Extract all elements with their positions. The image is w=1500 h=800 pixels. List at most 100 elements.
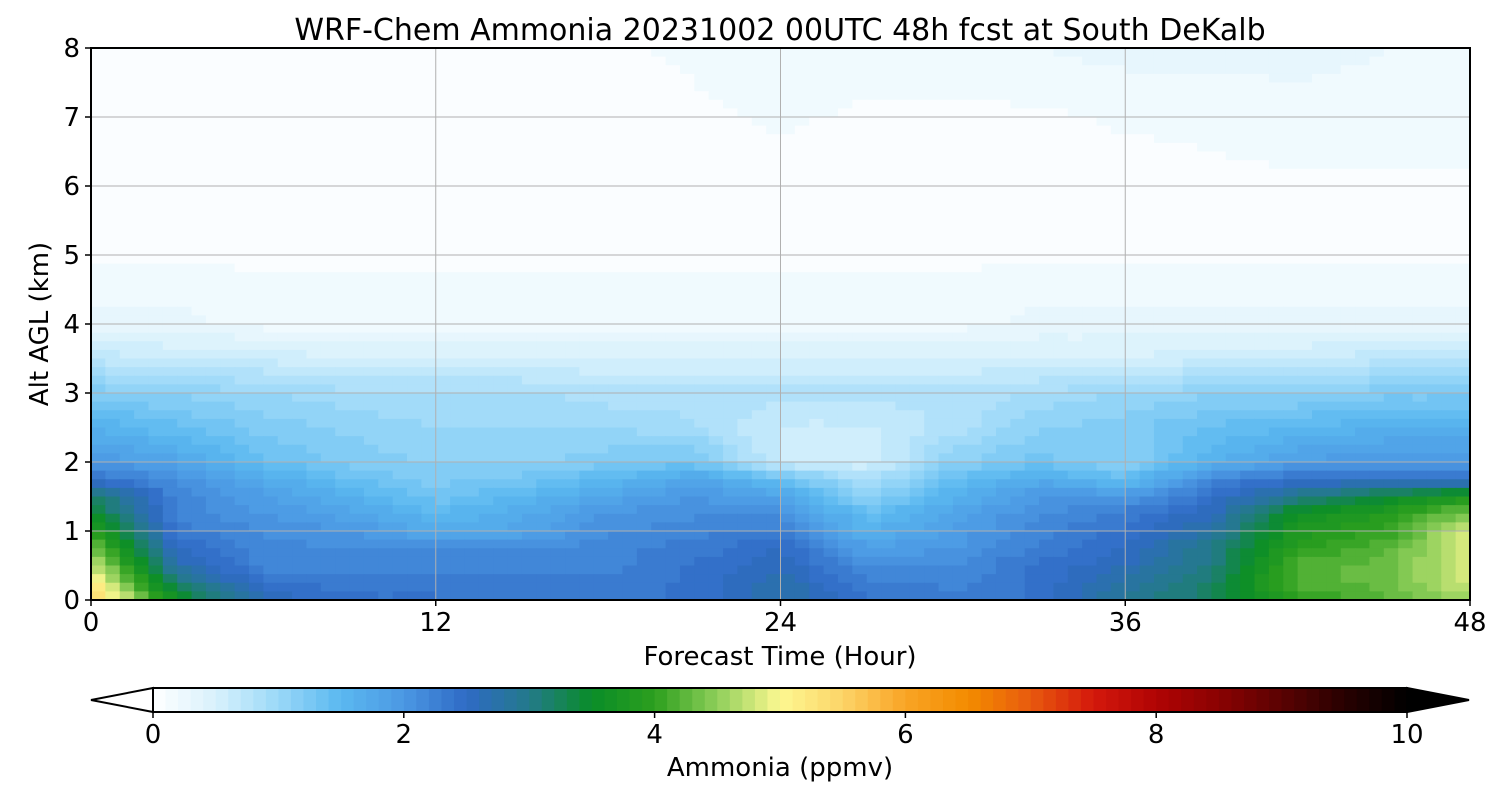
heatmap-cell (550, 99, 566, 109)
heatmap-cell (392, 358, 408, 368)
heatmap-cell (1426, 220, 1442, 230)
heatmap-cell (1383, 186, 1399, 196)
heatmap-cell (507, 436, 523, 446)
heatmap-cell (1441, 315, 1457, 325)
heatmap-cell (1326, 82, 1342, 92)
heatmap-cell (105, 65, 121, 75)
heatmap-cell (450, 117, 466, 127)
heatmap-cell (1254, 280, 1270, 291)
heatmap-cell (881, 315, 897, 325)
heatmap-cell (177, 427, 193, 437)
heatmap-cell (378, 48, 394, 58)
heatmap-cell (1254, 375, 1270, 385)
heatmap-cell (1110, 186, 1126, 196)
heatmap-cell (536, 151, 552, 161)
heatmap-cell (651, 220, 667, 230)
heatmap-cell (148, 436, 164, 446)
heatmap-cell (1211, 125, 1227, 135)
heatmap-cell (708, 358, 724, 368)
heatmap-cell (866, 453, 882, 463)
heatmap-cell (435, 487, 451, 498)
heatmap-cell (349, 444, 365, 454)
heatmap-cell (1268, 375, 1284, 385)
heatmap-cell (1311, 349, 1327, 360)
heatmap-cell (1326, 272, 1342, 282)
heatmap-cell (407, 418, 422, 429)
heatmap-cell (105, 444, 121, 454)
heatmap-cell (421, 427, 437, 437)
heatmap-cell (1110, 229, 1126, 239)
heatmap-cell (866, 134, 882, 144)
heatmap-cell (938, 349, 954, 360)
heatmap-cell (234, 255, 250, 265)
heatmap-cell (1067, 306, 1083, 316)
heatmap-cell (550, 65, 566, 75)
heatmap-cell (205, 462, 221, 472)
heatmap-cell (1182, 324, 1198, 334)
heatmap-cell (1369, 289, 1385, 299)
heatmap-cell (881, 289, 897, 299)
heatmap-cell (565, 194, 580, 204)
heatmap-cell (450, 427, 466, 437)
heatmap-cell (679, 306, 695, 316)
heatmap-cell (737, 444, 753, 454)
heatmap-cell (478, 194, 494, 204)
heatmap-cell (952, 453, 968, 463)
heatmap-cell (1355, 453, 1371, 463)
heatmap-cell (191, 393, 207, 403)
heatmap-cell (292, 462, 308, 472)
heatmap-cell (751, 289, 767, 299)
heatmap-cell (1182, 220, 1198, 230)
heatmap-cell (1168, 306, 1184, 316)
heatmap-cell (1168, 436, 1184, 446)
heatmap-cell (1355, 470, 1371, 480)
heatmap-cell (320, 99, 336, 109)
heatmap-cell (1125, 194, 1141, 204)
heatmap-cell (1412, 453, 1428, 463)
heatmap-cell (478, 487, 494, 498)
heatmap-cell (723, 117, 738, 127)
heatmap-cell (708, 470, 724, 480)
heatmap-cell (1355, 177, 1371, 187)
heatmap-cell (679, 82, 695, 92)
heatmap-cell (723, 255, 738, 265)
heatmap-cell (105, 229, 121, 239)
heatmap-cell (306, 324, 322, 334)
heatmap-cell (1383, 444, 1399, 454)
heatmap-cell (852, 246, 868, 256)
heatmap-cell (335, 453, 351, 463)
heatmap-cell (134, 255, 150, 265)
heatmap-cell (1340, 220, 1356, 230)
heatmap-cell (723, 237, 738, 247)
heatmap-cell (1139, 341, 1155, 351)
heatmap-cell (1024, 194, 1040, 204)
heatmap-cell (823, 384, 839, 394)
heatmap-cell (780, 48, 796, 58)
heatmap-cell (119, 73, 135, 84)
heatmap-cell (1139, 82, 1155, 92)
heatmap-cell (622, 272, 638, 282)
heatmap-cell (751, 194, 767, 204)
heatmap-cell (1283, 56, 1299, 66)
heatmap-cell (292, 401, 308, 411)
heatmap-cell (1355, 91, 1371, 101)
heatmap-cell (536, 220, 552, 230)
heatmap-cell (335, 194, 351, 204)
heatmap-cell (105, 462, 121, 472)
heatmap-cell (565, 272, 580, 282)
heatmap-cell (550, 168, 566, 178)
heatmap-cell (349, 142, 365, 153)
heatmap-cell (981, 298, 997, 308)
heatmap-cell (306, 211, 322, 222)
heatmap-cell (536, 82, 552, 92)
heatmap-cell (1010, 427, 1026, 437)
heatmap-cell (1355, 168, 1371, 178)
heatmap-cell (464, 186, 480, 196)
heatmap-cell (407, 73, 422, 84)
heatmap-cell (1398, 56, 1414, 66)
heatmap-cell (938, 108, 954, 118)
heatmap-cell (292, 186, 308, 196)
heatmap-cell (823, 91, 839, 101)
heatmap-cell (148, 194, 164, 204)
